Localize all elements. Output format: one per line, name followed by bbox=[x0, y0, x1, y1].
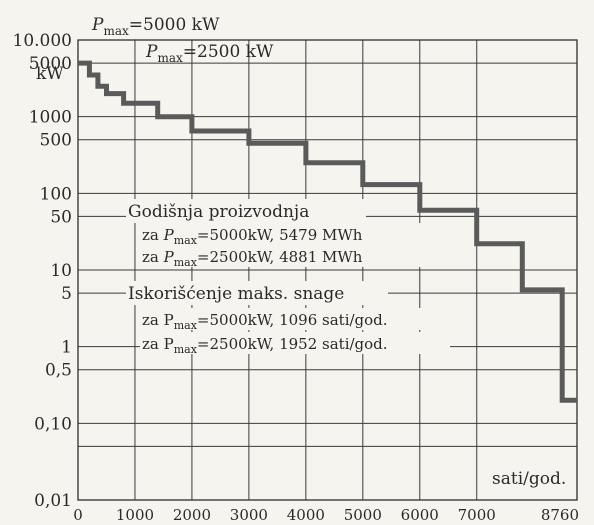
y-tick-labels: 10.000 5000 1000 500 100 50 10 5 1 0,5 0,10 0,01 bbox=[13, 31, 72, 511]
x-tick-label: 8760 bbox=[541, 506, 579, 524]
annual-production-heading: Godišnja proizvodnja bbox=[128, 202, 309, 222]
y-tick-label: 1 bbox=[61, 338, 72, 358]
y-tick-label: 0,01 bbox=[34, 491, 72, 511]
y-tick-label: 500 bbox=[40, 131, 72, 151]
x-tick-label: 0 bbox=[73, 506, 83, 524]
pmax-label-2: Pmax=2500 kW bbox=[145, 42, 274, 65]
x-tick-label: 6000 bbox=[401, 506, 439, 524]
plot-frame bbox=[77, 39, 578, 501]
y-tick-label: 10 bbox=[50, 261, 72, 281]
pmax-label-1: Pmax=5000 kW bbox=[91, 15, 220, 38]
y-tick-label: 1000 bbox=[29, 108, 72, 128]
y-tick-label: 10.000 bbox=[13, 31, 72, 51]
y-axis-label: kW bbox=[36, 64, 64, 84]
x-axis-label: sati/god. bbox=[492, 469, 566, 489]
x-tick-label: 5000 bbox=[344, 506, 382, 524]
annual-production-line-1: za Pmax=5000kW, 5479 MWh bbox=[142, 226, 363, 247]
load-duration-line bbox=[78, 60, 577, 403]
x-tick-label: 3000 bbox=[230, 506, 268, 524]
utilization-line-2: za Pmax=2500kW, 1952 sati/god. bbox=[142, 335, 388, 356]
x-tick-label: 1000 bbox=[116, 506, 154, 524]
chart-grid bbox=[78, 40, 577, 500]
y-tick-label: 0,5 bbox=[45, 361, 72, 381]
y-tick-label: 0,10 bbox=[34, 414, 72, 434]
y-tick-label: 5000 bbox=[29, 54, 72, 74]
y-tick-label: 50 bbox=[50, 207, 72, 227]
y-tick-label: 5 bbox=[61, 284, 72, 304]
y-tick-label: 100 bbox=[40, 184, 72, 204]
x-tick-label: 7000 bbox=[458, 506, 496, 524]
utilization-line-1: za Pmax=5000kW, 1096 sati/god. bbox=[142, 311, 388, 332]
x-tick-label: 2000 bbox=[173, 506, 211, 524]
annual-production-line-2: za Pmax=2500kW, 4881 MWh bbox=[142, 248, 363, 269]
x-tick-labels: 0 1000 2000 3000 4000 5000 6000 7000 8760 bbox=[73, 506, 579, 524]
x-tick-label: 4000 bbox=[287, 506, 325, 524]
utilization-heading: Iskorišćenje maks. snage bbox=[128, 284, 344, 304]
